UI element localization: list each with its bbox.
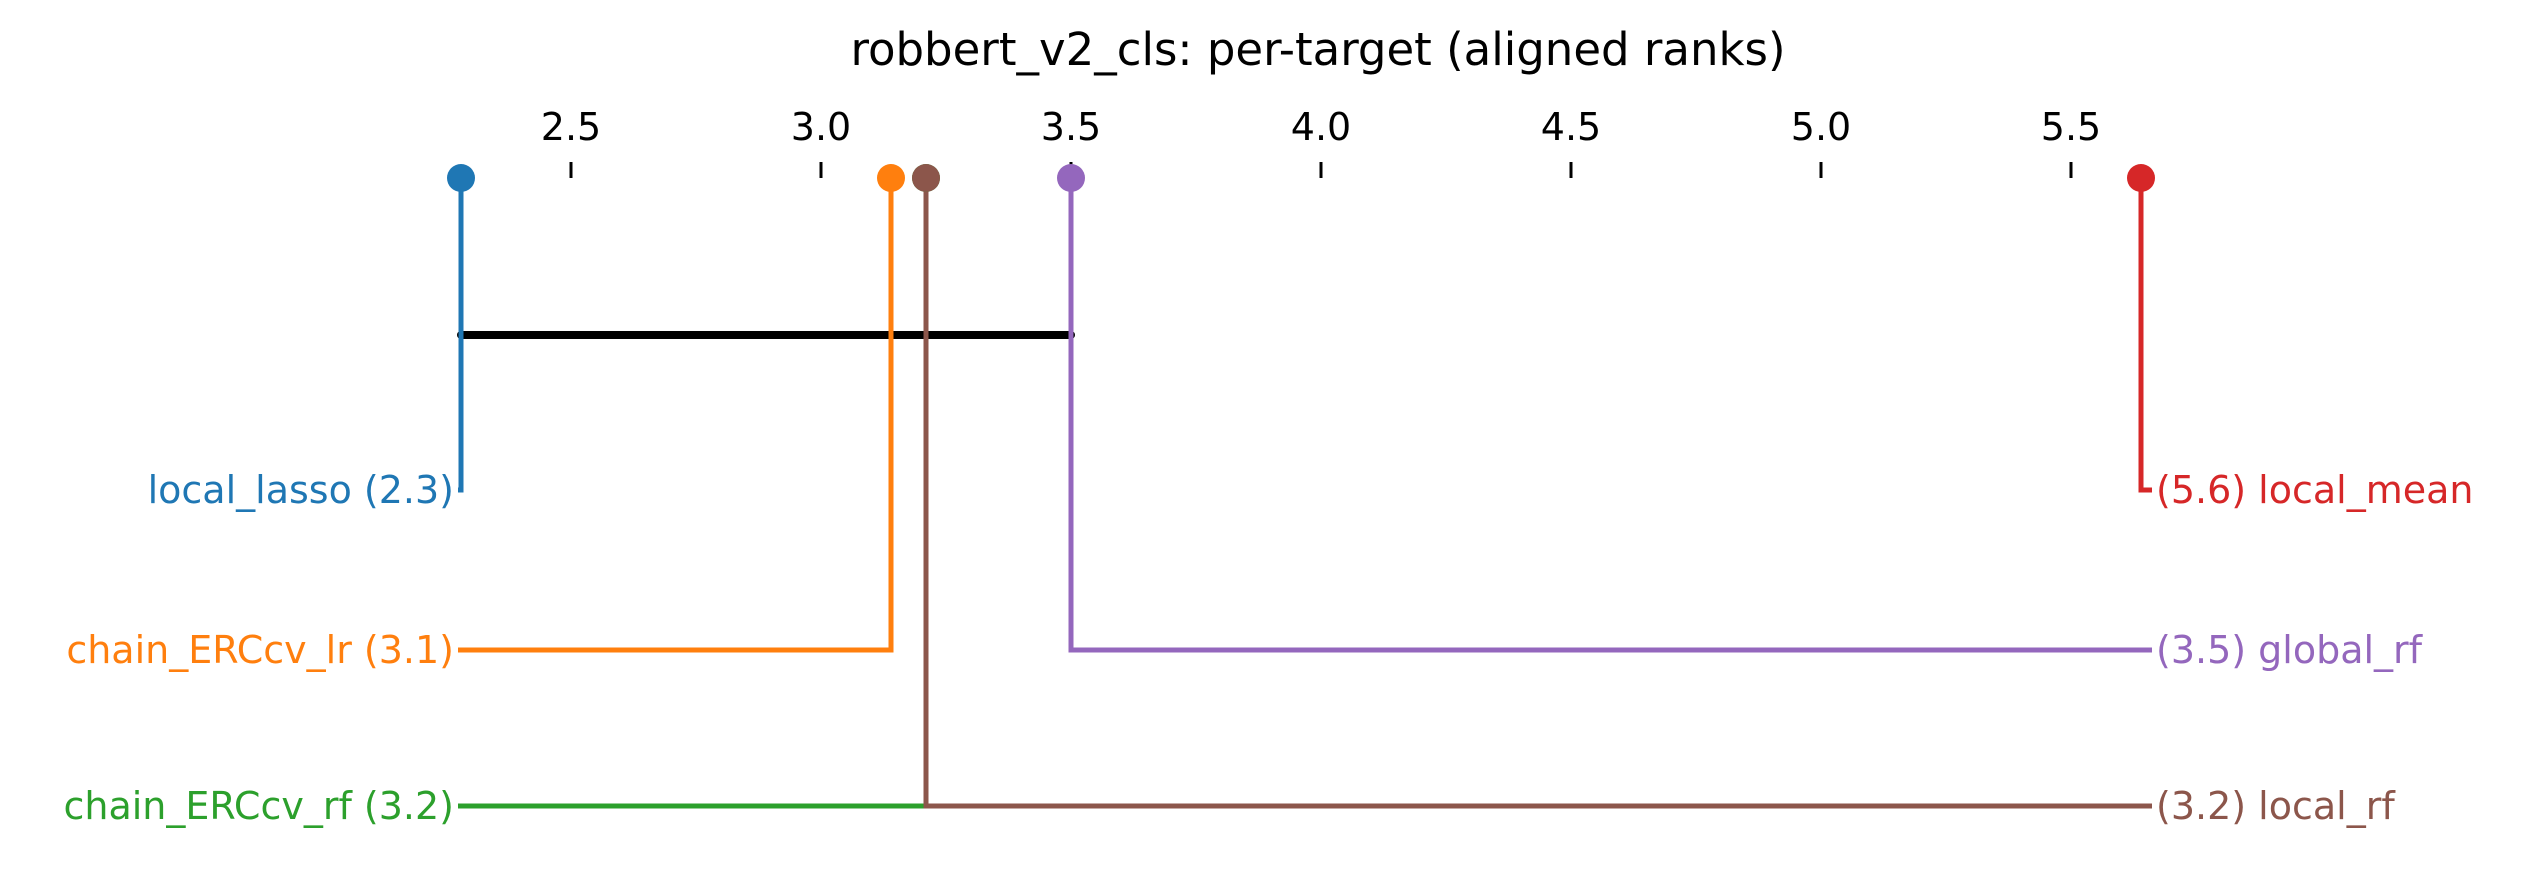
tick-label-5-5: 5.5 bbox=[2041, 105, 2101, 149]
tick-label-4-0: 4.0 bbox=[1291, 105, 1351, 149]
tick-label-3-5: 3.5 bbox=[1041, 105, 1101, 149]
method-dot-local-rf bbox=[912, 164, 940, 192]
tick-label-3-0: 3.0 bbox=[791, 105, 851, 149]
method-dot-local-lasso bbox=[447, 164, 475, 192]
method-dot-chain-erccv-lr bbox=[877, 164, 905, 192]
method-labels: local_lasso (2.3) chain_ERCcv_lr (3.1) cha… bbox=[63, 468, 2473, 828]
method-line-chain-erccv-rf bbox=[458, 178, 929, 809]
method-markers: local_lasso (2.3) chain_ERCcv_lr (3.1) cha… bbox=[63, 164, 2473, 828]
method-label-chain-erccv-lr: chain_ERCcv_lr (3.1) bbox=[66, 628, 454, 672]
method-label-local-mean: (5.6) local_mean bbox=[2156, 468, 2473, 512]
method-line-local-mean bbox=[2138, 178, 2152, 493]
chart-title: robbert_v2_cls: per-target (aligned rank… bbox=[850, 23, 1785, 76]
tick-label-2-5: 2.5 bbox=[541, 105, 601, 149]
method-label-local-rf: (3.2) local_rf bbox=[2156, 784, 2396, 828]
method-label-global-rf: (3.5) global_rf bbox=[2156, 628, 2424, 672]
tick-label-4-5: 4.5 bbox=[1541, 105, 1601, 149]
method-line-local-lasso bbox=[458, 178, 464, 493]
method-dot-global-rf bbox=[1057, 164, 1085, 192]
method-dots bbox=[447, 164, 2155, 192]
method-line-chain-erccv-lr bbox=[458, 178, 894, 653]
rank-axis: 2.5 3.0 3.5 4.0 4.5 5.0 5.5 bbox=[541, 105, 2101, 178]
method-lines bbox=[458, 178, 2152, 809]
method-line-global-rf bbox=[1068, 178, 2152, 653]
method-line-local-rf bbox=[923, 178, 2152, 809]
tick-label-5-0: 5.0 bbox=[1791, 105, 1851, 149]
method-dot-local-mean bbox=[2127, 164, 2155, 192]
method-label-local-lasso: local_lasso (2.3) bbox=[148, 468, 454, 512]
method-label-chain-erccv-rf: chain_ERCcv_rf (3.2) bbox=[63, 784, 454, 828]
